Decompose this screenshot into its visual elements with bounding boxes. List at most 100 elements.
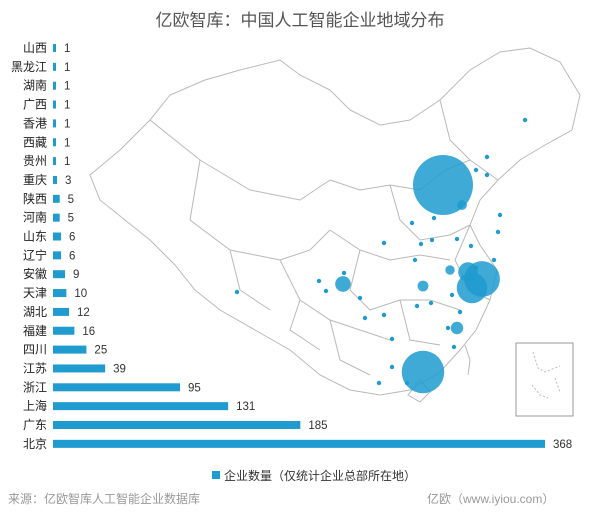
bar-series: 山西 1 黑龙江 1 湖南 1 广西 1 香港 1 西藏 1 贵州 1 重庆 3 陕西 5 河南 5 山东 6 辽宁 6 安徽 9…	[11, 41, 572, 451]
value-label: 1	[64, 137, 70, 149]
map-dot	[418, 241, 424, 247]
value-label: 3	[65, 175, 71, 187]
value-label: 6	[69, 232, 75, 244]
category-label: 广西	[23, 98, 47, 112]
category-label: 天津	[23, 286, 47, 300]
category-label: 湖北	[23, 304, 47, 319]
value-label: 1	[64, 156, 70, 168]
map-dot	[404, 380, 410, 386]
bar	[53, 345, 87, 354]
value-label: 39	[113, 363, 126, 375]
map-dot	[428, 300, 434, 306]
map-dot	[376, 380, 382, 386]
category-label: 山东	[23, 230, 47, 244]
value-label: 6	[69, 250, 75, 262]
value-label: 12	[77, 307, 90, 319]
bar	[53, 289, 67, 298]
bar	[53, 81, 56, 90]
category-label: 西藏	[23, 135, 47, 149]
legend: 企业数量（仅统计企业总部所在地）	[212, 467, 416, 484]
watermark-text: 亿欧（www.iyiou.com）	[427, 492, 555, 506]
value-label: 185	[308, 420, 327, 432]
category-label: 福建	[23, 323, 47, 338]
bar	[53, 138, 56, 147]
value-label: 10	[74, 288, 87, 300]
bar	[53, 62, 56, 71]
map-bubble	[458, 262, 478, 282]
value-label: 5	[68, 213, 74, 225]
category-label: 辽宁	[23, 247, 47, 262]
map-bubbles	[335, 155, 500, 394]
map-bubble	[335, 276, 351, 292]
value-label: 131	[236, 401, 255, 413]
map-dot	[454, 236, 460, 242]
category-label: 山西	[23, 41, 47, 55]
map-dot	[473, 265, 479, 271]
map-dot	[389, 336, 395, 342]
map-dot	[468, 243, 474, 249]
category-label: 北京	[23, 437, 47, 451]
bar	[53, 383, 181, 392]
map-dot	[412, 257, 418, 263]
map-dot	[316, 278, 322, 284]
map-bubble	[401, 350, 445, 394]
category-label: 四川	[23, 343, 47, 357]
bar	[53, 421, 301, 429]
map-dot	[484, 172, 490, 178]
map-bubble	[450, 321, 464, 335]
category-label: 上海	[23, 398, 47, 413]
bar	[53, 251, 62, 260]
bar	[53, 270, 66, 279]
map-dot	[381, 312, 387, 318]
map-dot	[451, 344, 457, 350]
category-label: 湖南	[23, 78, 47, 93]
bar	[53, 213, 60, 222]
map-dot	[473, 167, 479, 173]
value-label: 1	[64, 118, 70, 130]
category-label: 贵州	[23, 154, 47, 168]
bar	[53, 232, 62, 241]
map-small-dots	[234, 117, 528, 386]
value-label: 1	[64, 62, 70, 74]
map-dot	[522, 117, 528, 123]
map-dot	[457, 309, 463, 315]
map-dot	[414, 303, 420, 309]
bar	[53, 175, 58, 184]
map-dot	[409, 220, 415, 226]
bar	[53, 439, 545, 448]
map-bubble	[417, 280, 429, 292]
map-dot	[429, 237, 435, 243]
value-label: 9	[73, 269, 79, 281]
map-dot	[341, 270, 347, 276]
category-label: 黑龙江	[11, 60, 47, 74]
value-label: 25	[94, 345, 107, 357]
category-label: 浙江	[23, 380, 47, 394]
bar	[53, 364, 106, 373]
value-label: 1	[64, 81, 70, 93]
bar	[53, 307, 70, 316]
value-label: 5	[68, 194, 74, 206]
map-bubble	[457, 200, 467, 210]
value-label: 1	[64, 43, 70, 55]
chart-title: 亿欧智库：中国人工智能企业地域分布	[155, 11, 445, 30]
value-label: 16	[82, 326, 95, 338]
category-label: 陕西	[23, 191, 47, 206]
category-label: 江苏	[23, 361, 47, 375]
map-bubble	[413, 155, 473, 215]
map-dot	[497, 212, 503, 218]
category-label: 河南	[23, 210, 47, 225]
value-label: 1	[64, 100, 70, 112]
bar	[53, 100, 56, 109]
bar	[53, 326, 75, 335]
value-label: 95	[188, 382, 201, 394]
bar	[53, 402, 229, 411]
bar	[53, 194, 60, 203]
map-bubble	[445, 265, 455, 275]
category-label: 广东	[23, 418, 47, 432]
map-dot	[484, 154, 490, 160]
bar	[53, 119, 56, 128]
category-label: 重庆	[23, 173, 47, 187]
map-dot	[234, 289, 240, 295]
map-dot	[323, 288, 329, 294]
